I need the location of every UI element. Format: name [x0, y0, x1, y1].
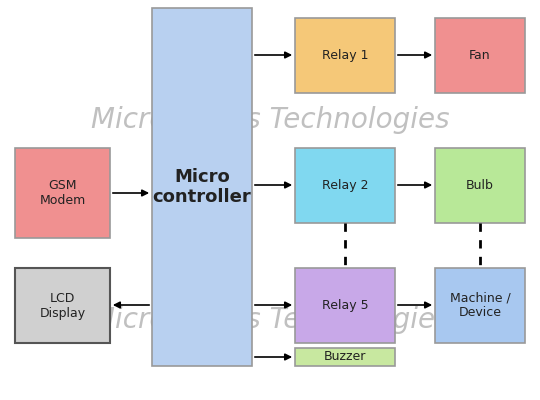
Text: Machine /
Device: Machine / Device: [450, 292, 510, 320]
Text: Relay 1: Relay 1: [322, 49, 368, 62]
FancyBboxPatch shape: [295, 18, 395, 93]
FancyBboxPatch shape: [435, 18, 525, 93]
FancyBboxPatch shape: [152, 8, 252, 366]
Text: Micro
controller: Micro controller: [153, 168, 252, 206]
Text: Relay 2: Relay 2: [322, 179, 368, 192]
Text: Microtronics Technologies: Microtronics Technologies: [91, 106, 449, 134]
Text: Bulb: Bulb: [466, 179, 494, 192]
Text: Buzzer: Buzzer: [324, 350, 366, 364]
FancyBboxPatch shape: [435, 148, 525, 223]
FancyBboxPatch shape: [295, 348, 395, 366]
FancyBboxPatch shape: [295, 148, 395, 223]
Text: LCD
Display: LCD Display: [39, 292, 85, 320]
Text: Relay 5: Relay 5: [322, 299, 368, 312]
Text: Fan: Fan: [469, 49, 491, 62]
FancyBboxPatch shape: [15, 268, 110, 343]
FancyBboxPatch shape: [435, 268, 525, 343]
FancyBboxPatch shape: [295, 268, 395, 343]
Text: Microtronics Technologies: Microtronics Technologies: [91, 306, 449, 334]
Text: GSM
Modem: GSM Modem: [39, 179, 86, 207]
FancyBboxPatch shape: [15, 148, 110, 238]
